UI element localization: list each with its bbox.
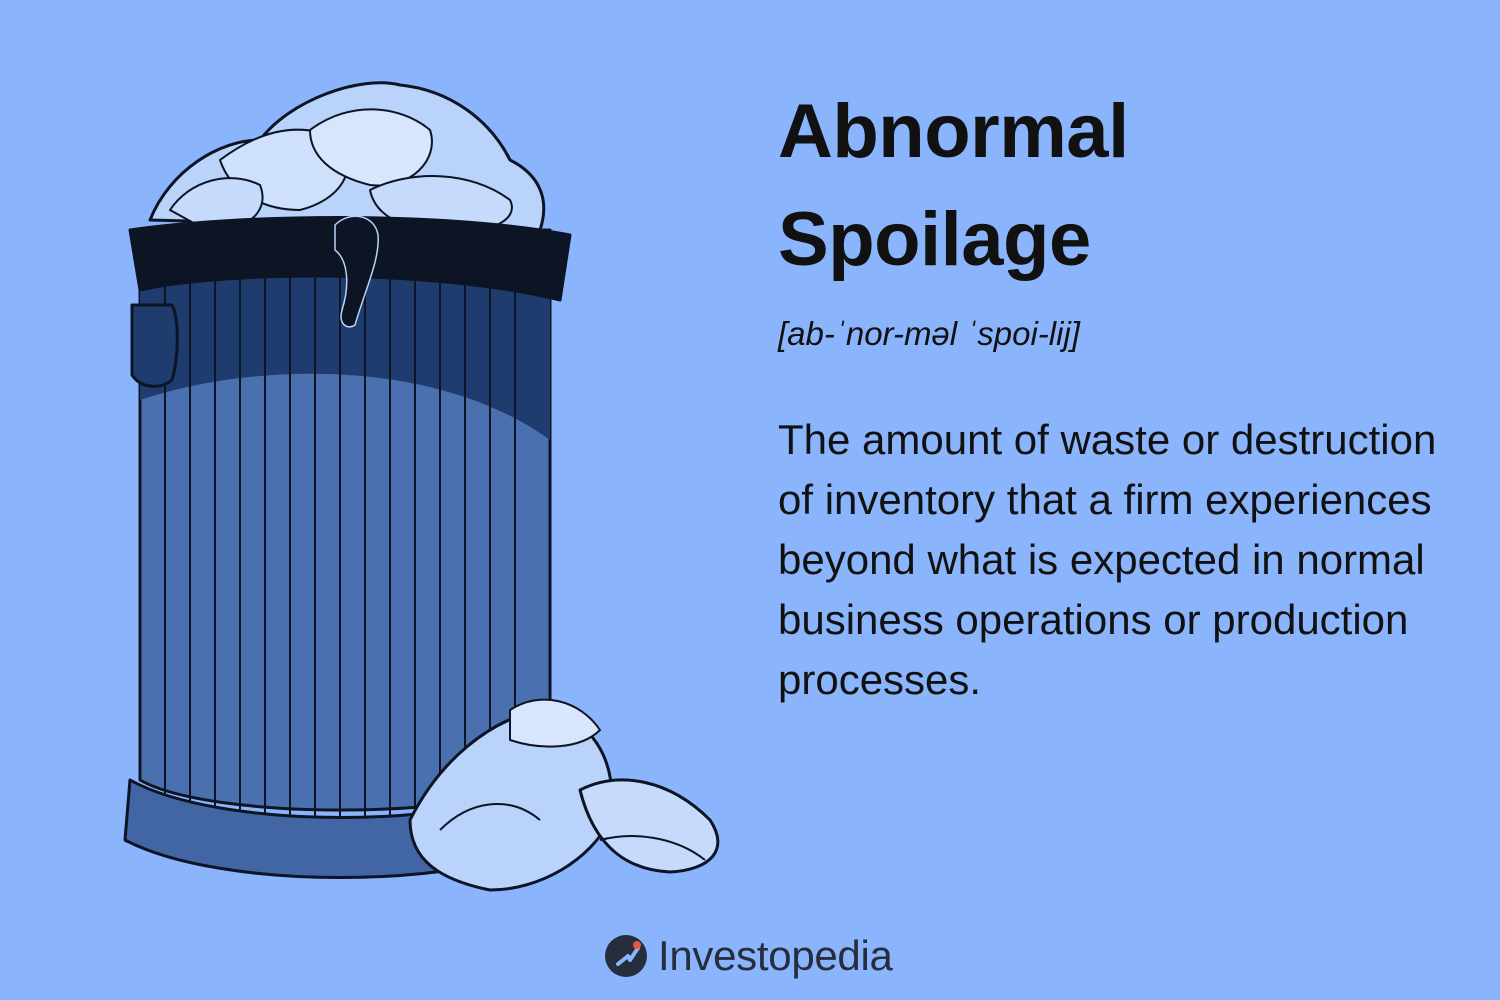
brand-logo: Investopedia [604, 932, 893, 980]
title-line-2: Spoilage [778, 197, 1091, 282]
investopedia-logo-icon [605, 935, 647, 977]
definition-text: The amount of waste or destruction of in… [778, 416, 1437, 703]
pronunciation-text: [ab-ˈnor-məl ˈspoi-lij] [778, 315, 1080, 352]
title-line-1: Abnormal [778, 89, 1129, 174]
brand-name: Investopedia [658, 932, 893, 979]
trash-can-illustration [123, 81, 720, 892]
trash-can-icon [123, 81, 720, 892]
page-title: Abnormal Spoilage [778, 78, 1129, 294]
